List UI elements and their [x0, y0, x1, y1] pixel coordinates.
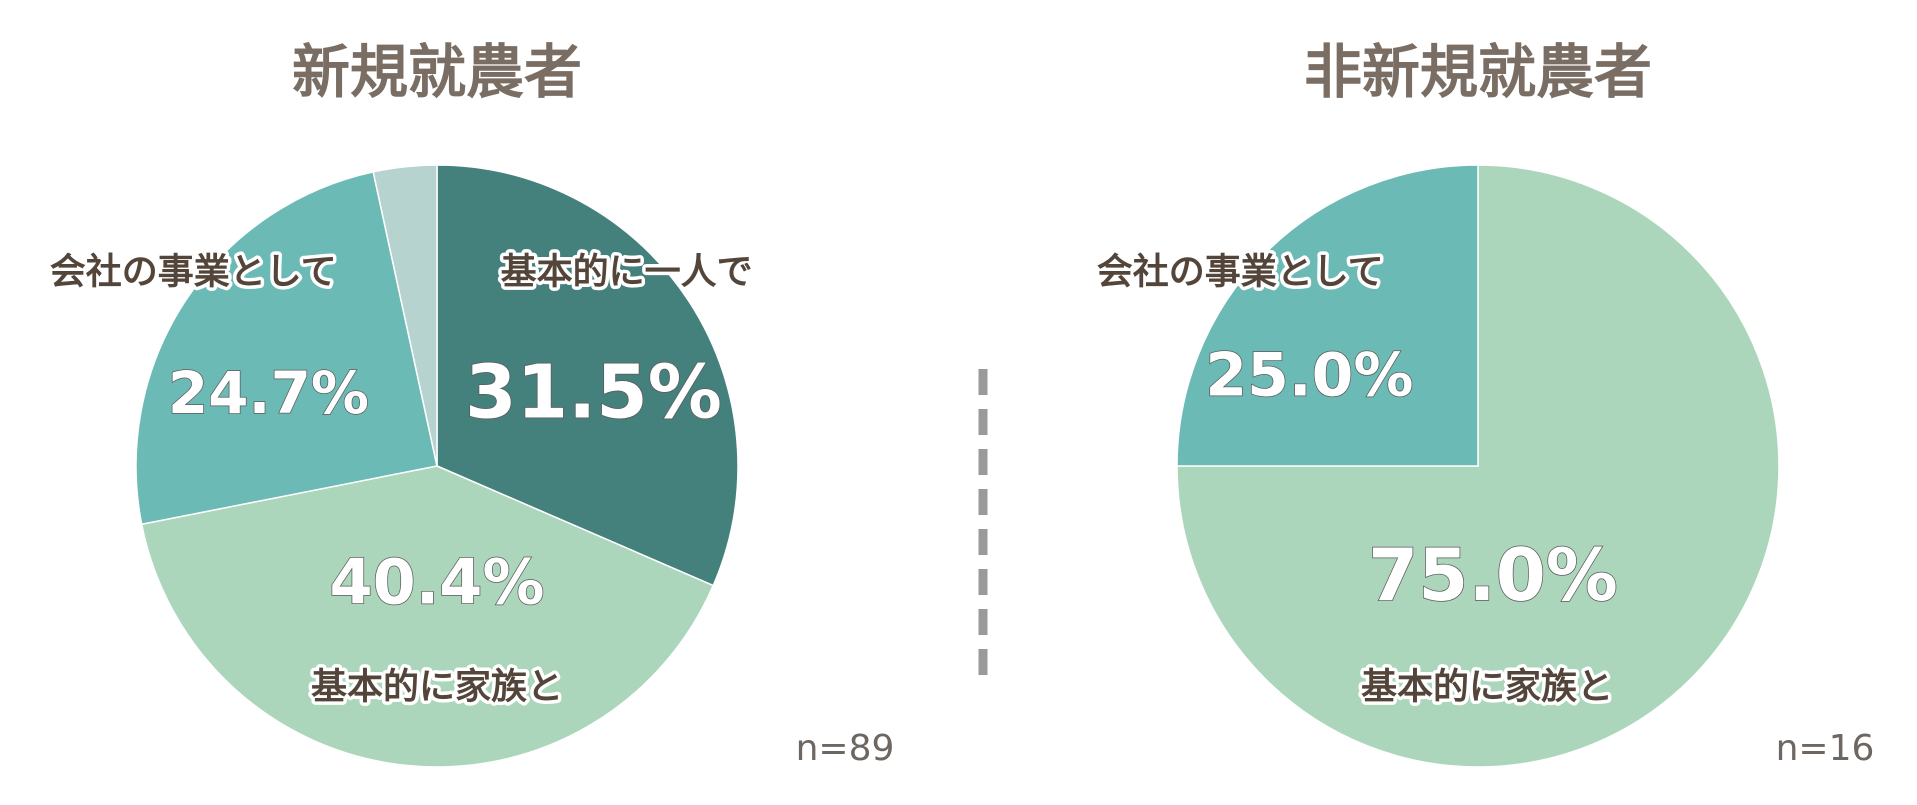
slice-category-label: 基本的に家族と [311, 667, 563, 708]
chart-title: 非新規就農者 [1304, 38, 1652, 106]
slice-value-label: 24.7% [168, 359, 369, 427]
pie-slice [1176, 164, 1479, 467]
slice-category-label: 会社の事業として [1097, 251, 1384, 292]
slice-value-label: 25.0% [1205, 340, 1413, 410]
slice-value-label: 40.4% [329, 545, 544, 618]
pie-slice [140, 465, 715, 768]
slice-value-label: 75.0% [1368, 533, 1618, 617]
chart-title: 新規就農者 [292, 38, 582, 106]
slice-category-label: 会社の事業として [50, 251, 337, 292]
sample-size-note: n=89 [796, 728, 895, 769]
sample-size-note: n=16 [1776, 728, 1875, 769]
slice-value-label: 31.5% [465, 349, 722, 435]
pie-slice [372, 164, 438, 467]
pie-slice [135, 170, 438, 526]
slice-category-label: 基本的に一人で [501, 251, 753, 292]
pie-slice [436, 164, 739, 587]
slice-category-label: 基本的に家族と [1361, 667, 1613, 708]
